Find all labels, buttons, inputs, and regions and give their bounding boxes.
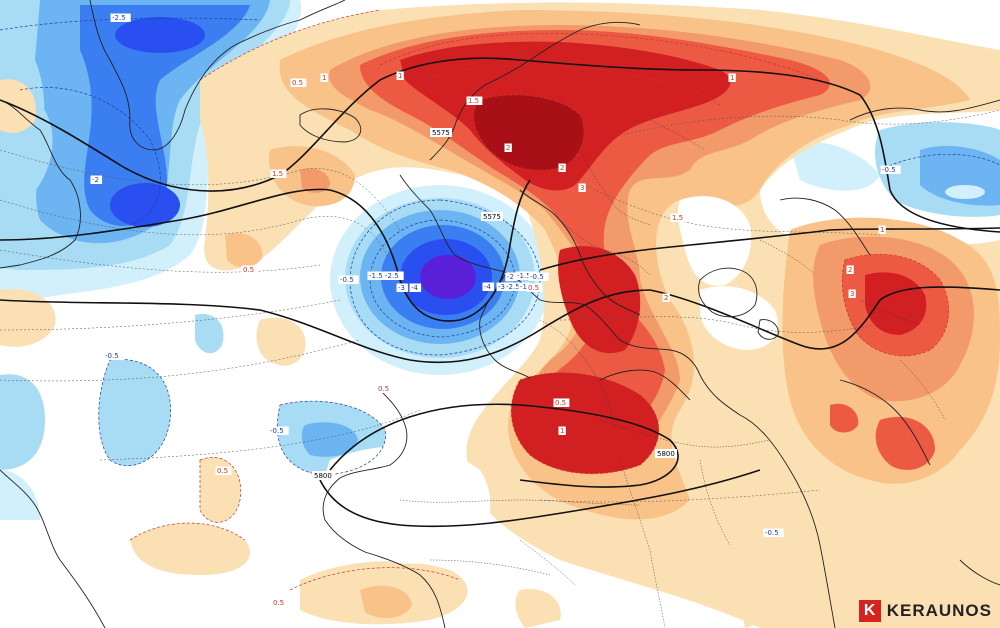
negative-anomaly-label: -2.5 [506, 283, 520, 291]
positive-anomaly-label: 0.5 [217, 467, 228, 475]
positive-anomaly-label: 3 [850, 290, 854, 298]
negative-anomaly-label: -0.5 [765, 529, 779, 537]
positive-anomaly-label: 0.5 [528, 284, 539, 292]
negative-anomaly-label: -0.5 [340, 276, 354, 284]
thin-contours [0, 109, 1000, 503]
positive-anomaly-label: 0.5 [292, 79, 303, 87]
negative-anomaly-label: -0.5 [530, 273, 544, 281]
negative-anomaly-label: -3 [498, 283, 505, 291]
negative-anomaly-label: -2.5 [112, 14, 126, 22]
neutral-zones [324, 196, 779, 564]
negative-anomaly-label: -2 [92, 176, 99, 184]
anomaly-label-group: -2.5-2-0.5-0.5-0.5-0.5-0.5-1.5 -2.5-3 -4 -4… [90, 13, 901, 607]
warm-anomaly-europe [200, 2, 1000, 628]
positive-anomaly-label: 1 [560, 427, 564, 435]
positive-anomaly-label: 2 [560, 164, 564, 172]
negative-anomaly-label: -3 [398, 284, 405, 292]
positive-anomaly-label: 1 [398, 72, 402, 80]
positive-anomaly-label: 2 [506, 144, 510, 152]
negative-anomaly-label: -2 [507, 273, 514, 281]
geopotential-lines [0, 57, 1000, 528]
positive-anomaly-label: 1.5 [468, 97, 479, 105]
positive-anomaly-label: 1.5 [672, 214, 683, 222]
negative-anomaly-label: -0.5 [270, 427, 284, 435]
negative-anomaly-label: -0.5 [882, 166, 896, 174]
positive-anomaly-label: 3 [580, 184, 584, 192]
positive-anomaly-label: 0.5 [273, 599, 284, 607]
negative-anomaly-label: -2.5 [385, 272, 399, 280]
country-borders [399, 119, 946, 628]
negative-anomaly-label: -1.5 [369, 272, 383, 280]
brand-logo: K KERAUNOS [858, 600, 992, 622]
geopotential-label: 5575 [483, 213, 501, 221]
warm-anomaly-patches [0, 79, 771, 628]
geopotential-label: 5800 [314, 472, 332, 480]
geopotential-label: 5575 [432, 129, 450, 137]
positive-anomaly-label: 2 [664, 294, 668, 302]
positive-anomaly-label: 1 [880, 226, 884, 234]
positive-anomaly-label: 1 [730, 74, 734, 82]
negative-anomaly-label: -1.5 [517, 272, 531, 280]
negative-anomaly-label: -1 [520, 283, 527, 291]
negative-anomaly-label: -4 [484, 283, 492, 291]
negative-anomaly-label: -0.5 [105, 352, 119, 360]
positive-anomaly-label: 1.5 [272, 170, 283, 178]
geopotential-label-group: 5575 5575 5800 5800 [312, 128, 677, 480]
warm-anomaly-middle-east [782, 217, 1000, 484]
positive-anomaly-label: 2 [848, 266, 852, 274]
positive-anomaly-label: 0.5 [243, 266, 254, 274]
geopotential-label: 5800 [657, 450, 675, 458]
brand-name: KERAUNOS [886, 601, 992, 620]
positive-anomaly-label: 0.5 [378, 385, 389, 393]
negative-anomaly-label: -4 [411, 284, 419, 292]
keraunos-logo-icon: K [858, 600, 881, 622]
positive-anomaly-label: 1 [322, 74, 326, 82]
positive-anomaly-label: 0.5 [555, 399, 566, 407]
